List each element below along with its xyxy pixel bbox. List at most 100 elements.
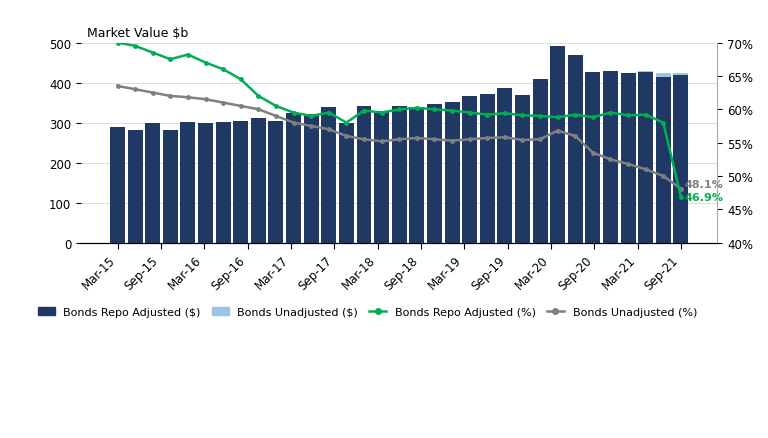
Bar <box>480 95 495 243</box>
Bar <box>286 127 301 243</box>
Bonds Repo Adjusted (%) <box>395 107 404 113</box>
Bonds Repo Adjusted (%) <box>412 106 422 111</box>
Bonds Unadjusted (%) <box>659 174 668 179</box>
Bonds Repo Adjusted (%) <box>606 111 615 116</box>
Bar <box>515 107 530 243</box>
Bonds Repo Adjusted (%) <box>448 109 457 114</box>
Bonds Repo Adjusted (%) <box>624 113 633 119</box>
Line: Bonds Unadjusted (%): Bonds Unadjusted (%) <box>116 85 683 191</box>
Bar <box>585 73 601 243</box>
Bar <box>374 120 389 243</box>
Bonds Repo Adjusted (%) <box>482 113 492 118</box>
Bar <box>638 73 653 243</box>
Bar <box>585 75 601 243</box>
Bar <box>656 78 670 243</box>
Bar <box>374 111 389 243</box>
Bar <box>550 46 565 243</box>
Bar <box>498 102 512 243</box>
Bonds Repo Adjusted (%) <box>500 111 509 117</box>
Bonds Unadjusted (%) <box>184 95 193 101</box>
Bonds Unadjusted (%) <box>535 138 545 143</box>
Bar <box>568 56 583 243</box>
Bar <box>198 124 213 243</box>
Bonds Unadjusted (%) <box>342 134 351 139</box>
Bar <box>321 107 336 243</box>
Bar <box>198 133 213 243</box>
Bar <box>233 122 248 243</box>
Bar <box>392 106 407 243</box>
Bonds Unadjusted (%) <box>148 91 157 96</box>
Bar <box>303 128 319 243</box>
Bar <box>233 131 248 243</box>
Bar <box>163 131 178 243</box>
Bar <box>603 72 618 243</box>
Bonds Repo Adjusted (%) <box>324 111 333 116</box>
Bar <box>674 76 688 243</box>
Bar <box>515 95 530 243</box>
Bar <box>409 107 424 243</box>
Bar <box>216 132 230 243</box>
Bonds Repo Adjusted (%) <box>131 44 140 49</box>
Bar <box>145 124 161 243</box>
Bonds Repo Adjusted (%) <box>377 111 386 116</box>
Bar <box>550 64 565 243</box>
Bonds Repo Adjusted (%) <box>113 41 122 46</box>
Text: Market Value $b: Market Value $b <box>88 26 189 39</box>
Bonds Unadjusted (%) <box>166 94 175 99</box>
Bonds Repo Adjusted (%) <box>236 78 245 83</box>
Bonds Unadjusted (%) <box>253 107 263 113</box>
Bar <box>163 138 178 243</box>
Bar <box>216 123 230 243</box>
Bar <box>427 116 442 243</box>
Bar <box>621 74 636 243</box>
Bonds Unadjusted (%) <box>430 138 439 143</box>
Bar <box>656 74 670 243</box>
Bar <box>286 113 301 243</box>
Bonds Unadjusted (%) <box>324 127 333 133</box>
Bonds Unadjusted (%) <box>201 97 210 102</box>
Bonds Unadjusted (%) <box>395 138 404 143</box>
Bonds Unadjusted (%) <box>606 157 615 162</box>
Bonds Unadjusted (%) <box>271 114 280 119</box>
Bar <box>532 79 548 243</box>
Bar <box>674 74 688 243</box>
Bonds Repo Adjusted (%) <box>166 57 175 63</box>
Bonds Repo Adjusted (%) <box>271 104 280 110</box>
Text: 48.1%: 48.1% <box>684 179 723 189</box>
Bar <box>110 134 125 243</box>
Bonds Unadjusted (%) <box>482 136 492 141</box>
Bar <box>145 134 161 243</box>
Bonds Repo Adjusted (%) <box>148 51 157 56</box>
Bonds Unadjusted (%) <box>641 167 650 173</box>
Bar <box>638 72 653 243</box>
Bonds Repo Adjusted (%) <box>465 111 474 116</box>
Bar <box>251 130 266 243</box>
Bar <box>392 117 407 243</box>
Bonds Unadjusted (%) <box>412 136 422 141</box>
Bar <box>532 99 548 243</box>
Bonds Unadjusted (%) <box>219 101 228 106</box>
Legend: Bonds Repo Adjusted ($), Bonds Unadjusted ($), Bonds Repo Adjusted (%), Bonds Un: Bonds Repo Adjusted ($), Bonds Unadjuste… <box>34 303 701 321</box>
Bonds Repo Adjusted (%) <box>201 61 210 66</box>
Bonds Unadjusted (%) <box>571 134 580 139</box>
Text: 46.9%: 46.9% <box>684 193 723 202</box>
Bonds Unadjusted (%) <box>553 129 562 134</box>
Bonds Unadjusted (%) <box>377 139 386 145</box>
Bar <box>462 110 477 243</box>
Bar <box>180 132 195 243</box>
Bonds Unadjusted (%) <box>465 138 474 143</box>
Bar <box>303 114 319 243</box>
Bar <box>269 121 283 243</box>
Bonds Repo Adjusted (%) <box>289 111 298 116</box>
Bar <box>339 124 354 243</box>
Bonds Unadjusted (%) <box>131 88 140 93</box>
Bonds Unadjusted (%) <box>677 187 686 192</box>
Bar <box>356 107 372 243</box>
Bonds Repo Adjusted (%) <box>253 94 263 99</box>
Bonds Repo Adjusted (%) <box>430 107 439 113</box>
Bonds Unadjusted (%) <box>588 151 598 156</box>
Bar <box>127 131 143 243</box>
Bar <box>480 106 495 243</box>
Bonds Repo Adjusted (%) <box>571 113 580 118</box>
Bonds Repo Adjusted (%) <box>219 67 228 73</box>
